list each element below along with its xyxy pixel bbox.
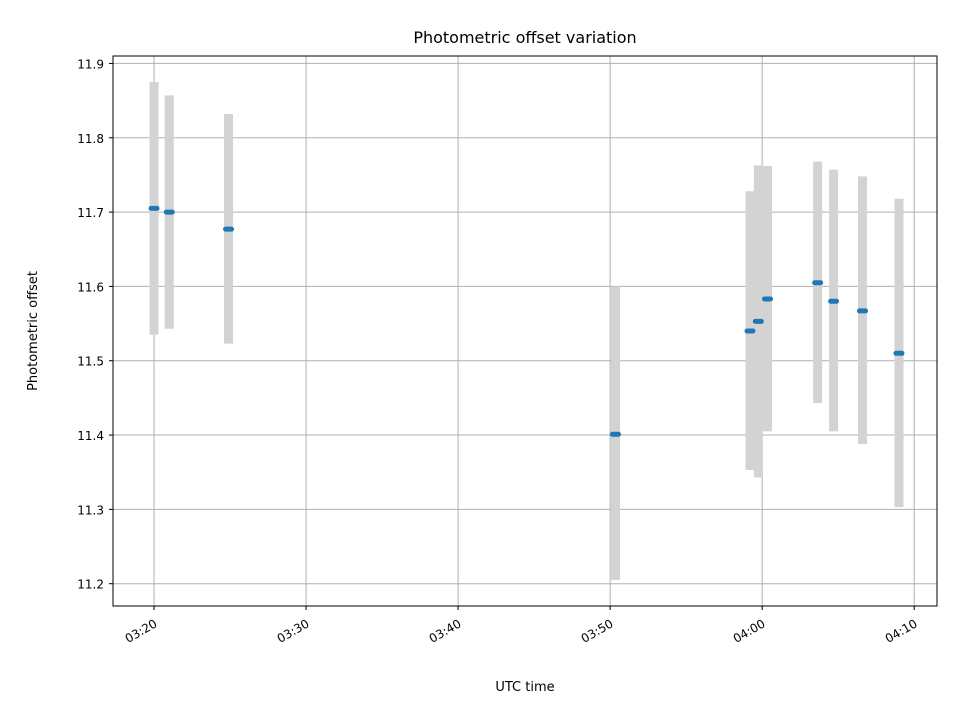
data-point [812,280,824,286]
tick-layer: 11.2 11.3 11.4 11.5 11.6 11.7 11.8 11.9 03:20 03:… [77,57,919,645]
marker-layer [148,205,905,437]
y-axis-label: Photometric offset [26,271,41,391]
y-tick-label: 11.3 [77,503,104,517]
data-point [744,328,756,334]
x-tick-label: 04:10 [883,616,920,645]
chart-title: Photometric offset variation [413,28,636,47]
x-tick-label: 04:00 [731,616,768,645]
data-point [148,205,160,211]
data-point [761,296,773,302]
y-tick-label: 11.7 [77,206,104,220]
y-tick-label: 11.2 [77,578,104,592]
data-point [609,431,621,437]
y-tick-label: 11.6 [77,280,104,294]
data-point [893,350,905,356]
plot-frame [112,55,938,607]
data-point [223,226,235,232]
data-point [828,298,840,304]
x-axis-label: UTC time [495,680,554,695]
y-tick-label: 11.5 [77,355,104,369]
y-tick-label: 11.8 [77,132,104,146]
data-point [163,209,175,215]
data-point [752,318,764,324]
x-tick-label: 03:20 [123,616,160,645]
errorbar-layer [149,82,904,580]
y-tick-label: 11.4 [77,429,104,443]
x-tick-label: 03:30 [275,616,312,645]
x-tick-label: 03:40 [427,616,464,645]
x-tick-label: 03:50 [579,616,616,645]
y-tick-label: 11.9 [77,57,104,71]
data-point [857,308,869,314]
